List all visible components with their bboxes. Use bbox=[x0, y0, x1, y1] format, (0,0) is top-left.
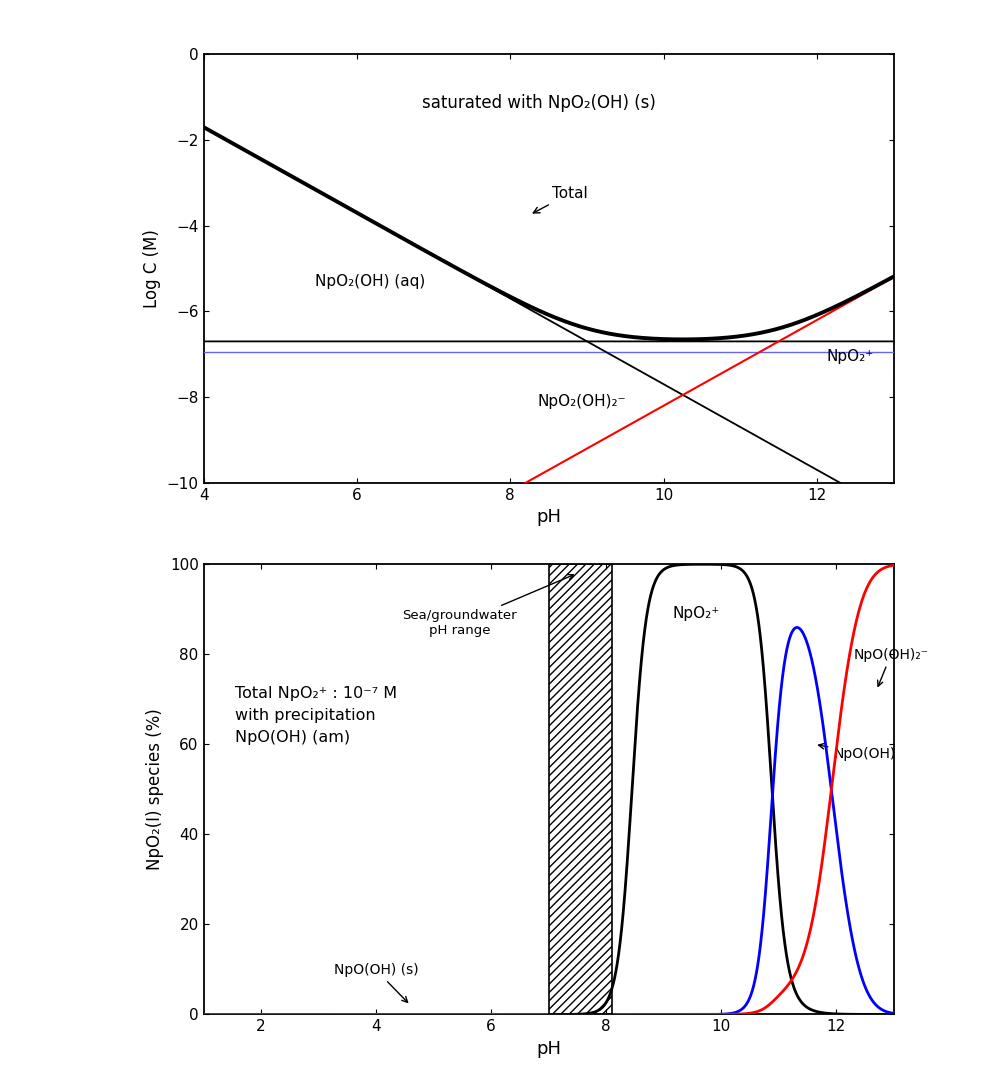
Text: Total NpO₂⁺ : 10⁻⁷ M
with precipitation
NpO(OH) (am): Total NpO₂⁺ : 10⁻⁷ M with precipitation … bbox=[235, 686, 397, 745]
Text: saturated with NpO₂(OH) (s): saturated with NpO₂(OH) (s) bbox=[422, 93, 656, 112]
X-axis label: pH: pH bbox=[536, 1039, 561, 1058]
Text: Sea/groundwater
pH range: Sea/groundwater pH range bbox=[402, 575, 573, 637]
Text: NpO(OH)₂⁻: NpO(OH)₂⁻ bbox=[853, 648, 928, 687]
Text: NpO₂(OH)₂⁻: NpO₂(OH)₂⁻ bbox=[537, 394, 626, 409]
Y-axis label: Log C (M): Log C (M) bbox=[143, 229, 161, 308]
Text: NpO₂(OH) (aq): NpO₂(OH) (aq) bbox=[315, 273, 425, 289]
X-axis label: pH: pH bbox=[536, 508, 561, 526]
Text: NpO₂⁺: NpO₂⁺ bbox=[672, 607, 720, 622]
Bar bbox=[548, 564, 612, 1014]
Text: Total: Total bbox=[533, 186, 588, 213]
Text: NpO(OH): NpO(OH) bbox=[818, 743, 896, 761]
Text: NpO(OH) (s): NpO(OH) (s) bbox=[334, 963, 418, 1003]
Text: NpO₂⁺: NpO₂⁺ bbox=[826, 348, 874, 363]
Y-axis label: NpO₂(I) species (%): NpO₂(I) species (%) bbox=[146, 709, 164, 870]
